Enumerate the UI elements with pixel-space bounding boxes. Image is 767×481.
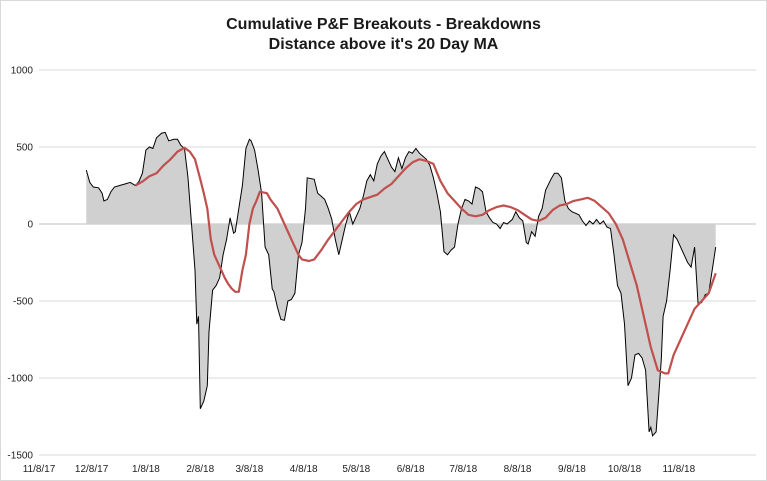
x-tick-label: 11/8/18: [663, 464, 696, 475]
y-tick-label: 1000: [11, 66, 34, 77]
cumulative-series-line: [85, 131, 717, 437]
y-tick-label: -1000: [7, 374, 33, 385]
chart-subtitle: Distance above it's 20 Day MA: [268, 36, 499, 53]
x-tick-label: 2/8/18: [186, 464, 214, 475]
x-tick-label: 10/8/18: [608, 464, 642, 475]
x-tick-label: 5/8/18: [342, 464, 370, 475]
y-tick-label: -1500: [7, 451, 33, 462]
area-fill: [86, 132, 716, 436]
x-tick-label: 11/8/17: [23, 464, 56, 475]
x-tick-label: 9/8/18: [558, 464, 586, 475]
y-tick-label: 500: [16, 143, 33, 154]
x-tick-label: 3/8/18: [235, 464, 263, 475]
y-tick-label: -500: [13, 297, 33, 308]
x-tick-label: 8/8/18: [504, 464, 532, 475]
chart-title: Cumulative P&F Breakouts - Breakdowns: [226, 16, 541, 33]
x-tick-label: 12/8/17: [75, 464, 109, 475]
x-tick-label: 1/8/18: [132, 464, 160, 475]
x-tick-label: 4/8/18: [290, 464, 318, 475]
y-tick-label: 0: [27, 220, 33, 231]
moving-average-line: [134, 146, 717, 375]
x-tick-label: 6/8/18: [397, 464, 425, 475]
x-tick-label: 7/8/18: [449, 464, 477, 475]
